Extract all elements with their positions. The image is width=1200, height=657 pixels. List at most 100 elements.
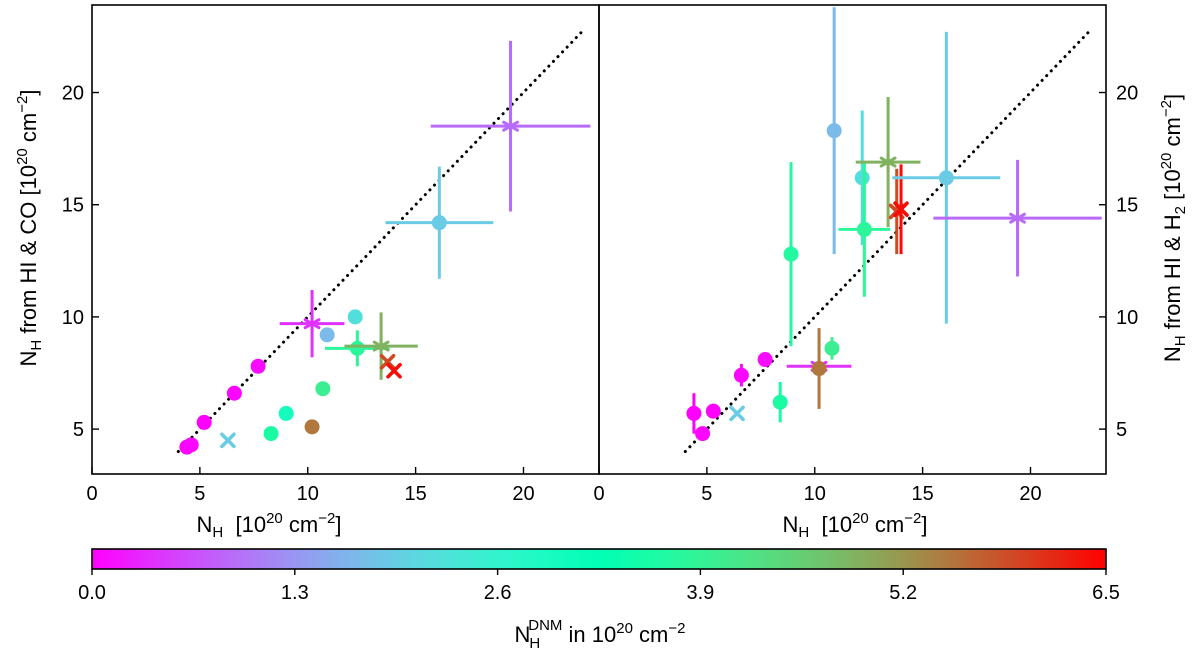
right-x-tick-label: 20 xyxy=(1019,483,1041,505)
right-one-to-one-line xyxy=(683,30,1091,454)
left-data-point-17 xyxy=(386,362,402,379)
right-x-marker xyxy=(729,405,745,422)
left-circle-marker xyxy=(304,419,320,435)
left-data-point-15 xyxy=(344,312,418,380)
right-y-tick-label: 20 xyxy=(1116,83,1138,105)
right-data-point-1 xyxy=(686,393,702,434)
right-data-point-12 xyxy=(826,7,842,255)
right-circle-marker xyxy=(733,367,749,383)
right-circle-marker xyxy=(811,361,827,377)
left-data-point-2 xyxy=(183,437,199,453)
right-data-point-4 xyxy=(729,405,745,422)
left-data-point-6 xyxy=(250,358,266,374)
right-x-tick-label: 10 xyxy=(804,483,826,505)
left-circle-marker xyxy=(347,309,363,325)
left-x-tick-label: 0 xyxy=(86,483,97,505)
right-panel: 0 5 10 15 20 5 10 15 20 xyxy=(593,4,1138,505)
left-data-point-18 xyxy=(385,166,494,279)
left-circle-marker xyxy=(315,381,331,397)
left-y-tick-label: 15 xyxy=(62,195,84,217)
left-asterisk-marker xyxy=(303,314,321,334)
right-y-tick-label: 15 xyxy=(1116,195,1138,217)
left-panel: 0 5 10 15 20 5 10 15 20 xyxy=(62,4,600,505)
right-y-tick-label: 5 xyxy=(1116,419,1127,441)
left-x-tick-label: 15 xyxy=(404,483,426,505)
right-x-tick-label: 0 xyxy=(593,483,604,505)
right-circle-marker xyxy=(854,170,870,186)
colorbar-tick-label: 3.9 xyxy=(686,582,714,604)
colorbar-label: NHDNM in 1020 cm−2 xyxy=(515,617,686,652)
left-asterisk-marker xyxy=(372,336,390,356)
left-one-to-one-line xyxy=(176,30,584,454)
left-y-axis-label: NH from HI & CO [1020 cm−2] xyxy=(14,90,45,367)
left-data-point-11 xyxy=(315,381,331,397)
left-data-point-19 xyxy=(430,40,591,212)
left-circle-marker xyxy=(263,426,279,442)
right-circle-marker xyxy=(856,221,872,237)
right-data-point-10 xyxy=(811,328,827,409)
right-asterisk-marker xyxy=(1009,208,1026,228)
colorbar-tick-label: 5.2 xyxy=(889,582,917,604)
left-data-point-9 xyxy=(279,289,345,358)
right-y-axis-label: NH from HI & H2 [1020 cm−2] xyxy=(1158,94,1189,362)
right-x-tick-label: 15 xyxy=(911,483,933,505)
right-circle-marker xyxy=(783,246,799,262)
left-x-tick-label: 10 xyxy=(297,483,319,505)
left-circle-marker xyxy=(431,215,447,231)
right-data-point-18 xyxy=(892,31,1001,324)
left-data-point-8 xyxy=(278,405,294,421)
left-circle-marker xyxy=(226,385,242,401)
right-x-marker xyxy=(893,201,909,218)
left-data-point-7 xyxy=(263,426,279,442)
left-axes-frame xyxy=(91,4,600,475)
right-y-tick-label: 10 xyxy=(1116,307,1138,329)
colorbar-tick-label: 2.6 xyxy=(484,582,512,604)
right-circle-marker xyxy=(705,403,721,419)
left-x-axis-label: NH [1020 cm−2] xyxy=(197,510,342,541)
right-data-point-5 xyxy=(733,364,749,387)
left-data-point-12 xyxy=(319,327,335,343)
left-y-tick-label: 10 xyxy=(62,307,84,329)
right-circle-marker xyxy=(826,123,842,139)
right-data-point-2 xyxy=(695,426,711,442)
left-y-tick-label: 5 xyxy=(73,419,84,441)
left-circle-marker xyxy=(278,405,294,421)
colorbar-bar xyxy=(91,548,1107,570)
left-circle-marker xyxy=(196,414,212,430)
left-x-tick-label: 5 xyxy=(194,483,205,505)
left-y-tick-label: 20 xyxy=(62,83,84,105)
right-data-point-8 xyxy=(783,162,799,347)
left-asterisk-marker xyxy=(502,116,519,136)
left-circle-marker xyxy=(183,437,199,453)
right-data-point-6 xyxy=(757,352,773,368)
right-axes-frame xyxy=(598,4,1107,475)
right-data-point-7 xyxy=(772,381,788,423)
right-data-point-19 xyxy=(933,159,1102,277)
colorbar-tick-label: 0.0 xyxy=(78,582,106,604)
left-circle-marker xyxy=(250,358,266,374)
colorbar-tick-label: 1.3 xyxy=(281,582,309,604)
right-circle-marker xyxy=(757,352,773,368)
colorbar-tick-label: 6.5 xyxy=(1092,582,1120,604)
left-data-point-3 xyxy=(196,414,212,430)
right-data-point-14 xyxy=(838,162,891,297)
right-data-point-3 xyxy=(705,403,721,419)
right-data-point-15 xyxy=(855,97,921,228)
right-data-point-11 xyxy=(824,337,840,360)
left-x-marker xyxy=(386,362,402,379)
left-circle-marker xyxy=(319,327,335,343)
left-data-point-10 xyxy=(304,419,320,435)
right-x-axis-label: NH [1020 cm−2] xyxy=(783,510,928,541)
right-circle-marker xyxy=(772,394,788,410)
left-data-point-13 xyxy=(347,309,363,325)
right-circle-marker xyxy=(824,340,840,356)
right-asterisk-marker xyxy=(879,152,897,172)
left-data-point-4 xyxy=(220,432,236,449)
left-x-marker xyxy=(220,432,236,449)
right-circle-marker xyxy=(695,426,711,442)
left-data-point-5 xyxy=(226,385,242,401)
left-circle-marker xyxy=(349,340,365,356)
right-circle-marker xyxy=(686,405,702,421)
right-x-tick-label: 5 xyxy=(701,483,712,505)
